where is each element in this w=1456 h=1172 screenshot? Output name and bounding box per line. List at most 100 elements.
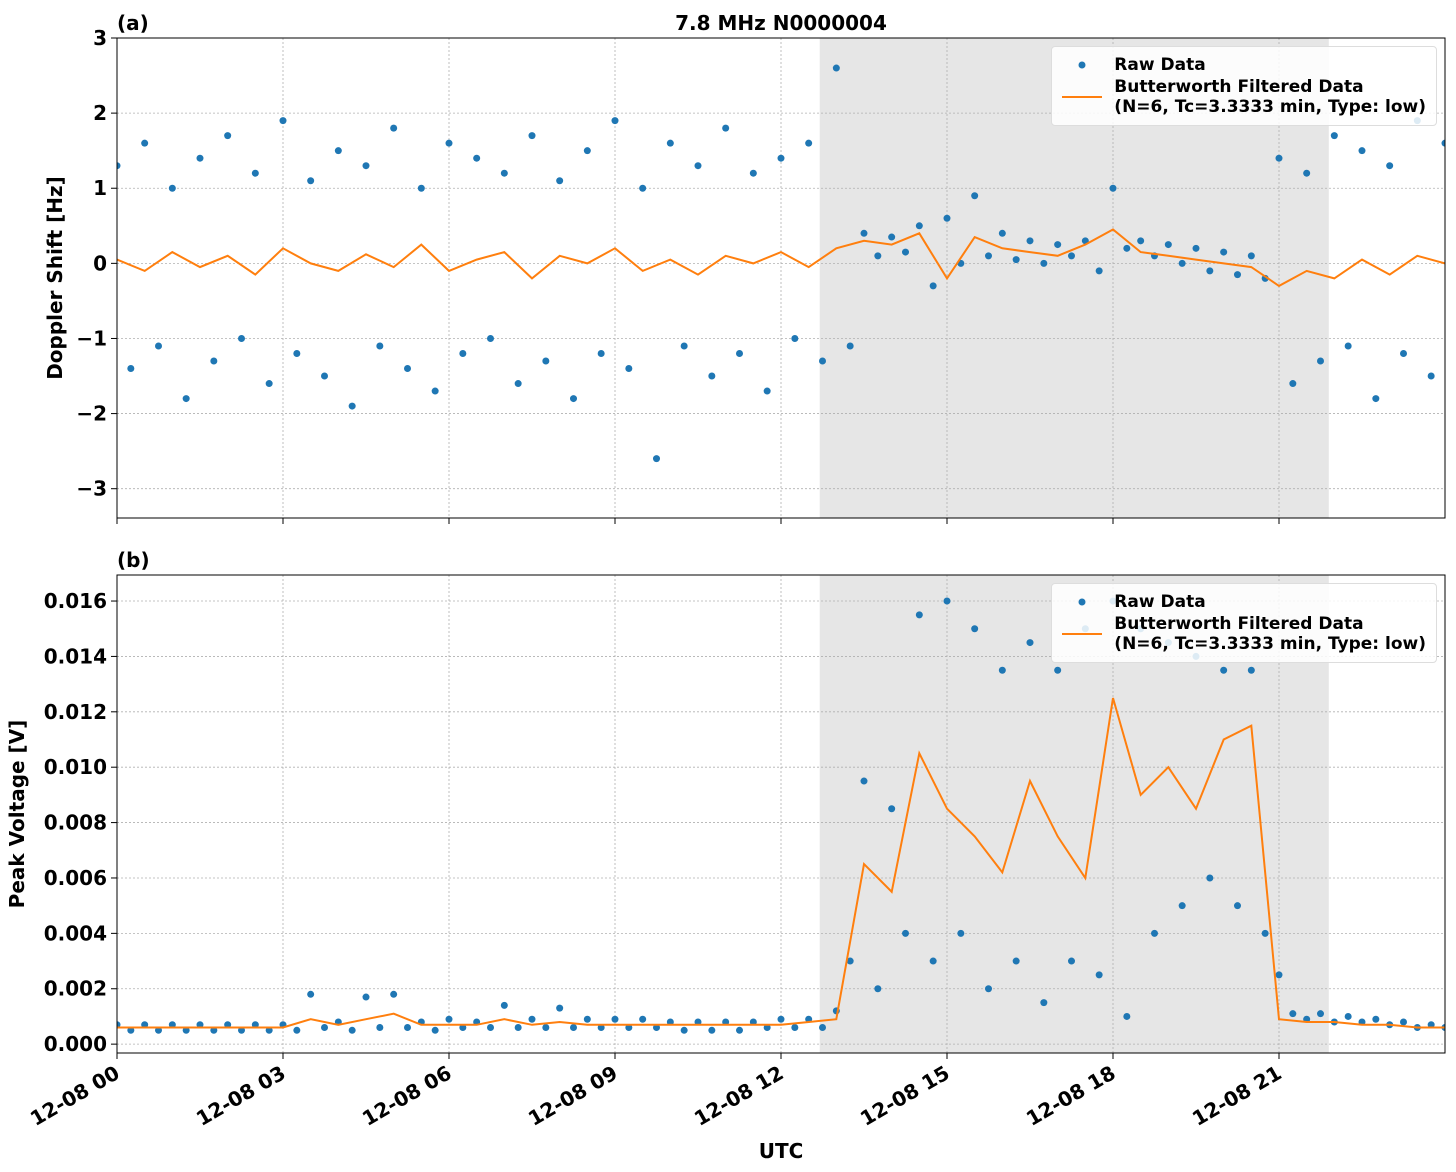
raw-point — [957, 929, 965, 937]
raw-point — [777, 1015, 785, 1023]
raw-point — [1303, 169, 1311, 177]
raw-point — [625, 365, 633, 373]
raw-point — [210, 357, 218, 365]
raw-point — [791, 334, 799, 342]
y-tick-label: 0.016 — [44, 589, 107, 613]
raw-point — [902, 929, 909, 937]
legend-marker — [1078, 61, 1086, 69]
x-tick-label: 12-08 00 — [26, 1061, 124, 1131]
raw-point — [307, 990, 315, 998]
y-tick-label: 0.004 — [44, 921, 107, 945]
x-tick-label: 12-08 03 — [192, 1061, 290, 1131]
raw-point — [1178, 259, 1186, 267]
legend-key — [1062, 55, 1102, 75]
y-tick-label: −3 — [76, 477, 107, 501]
raw-point — [1137, 237, 1145, 245]
raw-point — [597, 349, 605, 357]
raw-point — [293, 1026, 301, 1034]
raw-point — [1054, 666, 1062, 674]
raw-point — [639, 1015, 647, 1023]
raw-point — [680, 1026, 688, 1034]
legend-key — [1062, 624, 1103, 644]
raw-point — [362, 162, 370, 170]
raw-point — [445, 1015, 453, 1023]
raw-point — [117, 162, 121, 170]
raw-point — [1386, 162, 1394, 170]
raw-point — [1012, 256, 1020, 264]
raw-point — [1261, 929, 1269, 937]
raw-point — [376, 342, 384, 350]
y-tick-label: −1 — [76, 326, 107, 350]
panel-label: (a) — [117, 11, 149, 35]
raw-point — [722, 1018, 730, 1026]
legend-marker — [1078, 598, 1086, 606]
raw-point — [1234, 902, 1241, 910]
y-tick-label: 0.006 — [44, 866, 107, 890]
x-axis-label: UTC — [759, 1139, 804, 1163]
raw-point — [155, 342, 162, 350]
raw-point — [749, 1018, 757, 1026]
raw-point — [417, 184, 425, 192]
y-tick-label: 0 — [93, 251, 107, 275]
raw-point — [846, 957, 854, 965]
raw-point — [514, 1024, 522, 1032]
axes-frame — [116, 37, 1446, 519]
raw-point — [1330, 132, 1338, 140]
filtered-line — [117, 228, 1445, 288]
raw-point — [334, 147, 342, 155]
raw-point — [915, 611, 923, 619]
legend-entry: Raw Data — [1062, 592, 1426, 612]
raw-point — [1427, 372, 1435, 380]
y-tick-label: 2 — [93, 101, 107, 125]
y-tick-label: 0.008 — [44, 811, 107, 835]
raw-point — [888, 805, 896, 813]
raw-point — [528, 132, 536, 140]
raw-point — [1206, 267, 1214, 275]
raw-point — [777, 154, 785, 162]
raw-point — [293, 349, 301, 357]
raw-point — [431, 1026, 439, 1034]
raw-point — [1441, 139, 1445, 147]
raw-point — [431, 387, 439, 395]
raw-point — [929, 282, 937, 290]
raw-point — [666, 139, 674, 147]
raw-point — [445, 139, 453, 147]
raw-point — [1400, 349, 1407, 357]
raw-point — [570, 395, 577, 403]
raw-point — [860, 777, 868, 785]
y-tick-label: 0.010 — [44, 755, 107, 779]
raw-point — [736, 1026, 743, 1034]
raw-point — [1289, 1010, 1297, 1018]
raw-point — [238, 1026, 245, 1034]
raw-point — [390, 990, 398, 998]
raw-point — [943, 214, 951, 222]
raw-point — [583, 147, 591, 155]
legend-entry: Butterworth Filtered Data (N=6, Tc=3.333… — [1062, 77, 1426, 117]
y-tick-label: 1 — [93, 176, 107, 200]
raw-point — [1317, 357, 1324, 365]
raw-point — [998, 229, 1006, 237]
raw-point — [251, 169, 259, 177]
raw-point — [874, 252, 882, 260]
raw-point — [1178, 902, 1186, 910]
panel-label: (b) — [117, 548, 150, 572]
y-tick-label: 0.002 — [44, 977, 107, 1001]
raw-point — [348, 1026, 356, 1034]
raw-point — [763, 387, 771, 395]
legend-key — [1062, 592, 1102, 612]
raw-point — [265, 380, 273, 388]
x-tick-label: 12-08 15 — [856, 1061, 954, 1131]
raw-point — [1012, 957, 1020, 965]
legend-dot — [1078, 598, 1086, 606]
raw-point — [404, 1024, 411, 1032]
x-tick-label: 12-08 21 — [1188, 1061, 1286, 1131]
raw-point — [1164, 241, 1172, 249]
raw-point — [971, 625, 979, 633]
x-tick-label: 12-08 18 — [1022, 1061, 1120, 1131]
raw-point — [1275, 971, 1283, 979]
x-tick-label: 12-08 12 — [690, 1061, 788, 1131]
raw-point — [514, 380, 522, 388]
raw-point — [819, 1024, 826, 1032]
raw-point — [749, 169, 757, 177]
